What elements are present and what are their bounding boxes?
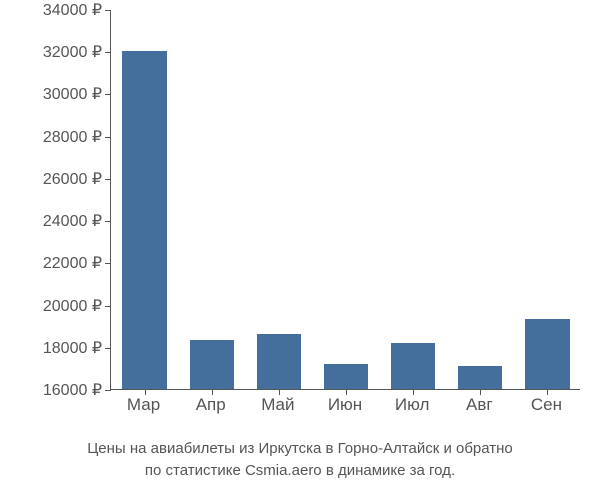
- y-axis-label: 34000 ₽: [43, 0, 102, 20]
- x-axis: Мар Апр Май Июн Июл Авг Сен: [110, 395, 580, 425]
- y-axis-label: 24000 ₽: [43, 211, 102, 231]
- plot-area: [110, 10, 580, 390]
- caption-line-1: Цены на авиабилеты из Иркутска в Горно-А…: [0, 438, 600, 460]
- y-tick: [105, 137, 111, 138]
- x-axis-label: Авг: [466, 395, 493, 415]
- price-bar-chart: 16000 ₽ 18000 ₽ 20000 ₽ 22000 ₽ 24000 ₽ 26000…: [0, 0, 600, 430]
- y-axis: 16000 ₽18000 ₽20000 ₽22000 ₽24000 ₽26000…: [0, 0, 110, 390]
- y-axis-label: 32000 ₽: [43, 42, 102, 62]
- bar: [190, 340, 234, 389]
- y-axis-label: 22000 ₽: [43, 253, 102, 273]
- y-axis-label: 28000 ₽: [43, 127, 102, 147]
- bar: [324, 364, 368, 389]
- y-tick: [105, 221, 111, 222]
- bar: [122, 51, 166, 389]
- x-axis-label: Апр: [196, 395, 226, 415]
- x-axis-label: Май: [261, 395, 294, 415]
- y-tick: [105, 52, 111, 53]
- x-axis-label: Июл: [395, 395, 430, 415]
- bar: [458, 366, 502, 389]
- y-tick: [105, 306, 111, 307]
- caption-line-2: по статистике Csmia.aero в динамике за г…: [0, 460, 600, 482]
- bar: [257, 334, 301, 389]
- x-axis-label: Июн: [328, 395, 362, 415]
- y-tick: [105, 390, 111, 391]
- y-tick: [105, 348, 111, 349]
- y-axis-label: 26000 ₽: [43, 169, 102, 189]
- x-axis-label: Сен: [531, 395, 562, 415]
- y-axis-label: 30000 ₽: [43, 84, 102, 104]
- chart-caption: Цены на авиабилеты из Иркутска в Горно-А…: [0, 438, 600, 482]
- y-axis-label: 16000 ₽: [43, 380, 102, 400]
- y-axis-label: 18000 ₽: [43, 338, 102, 358]
- y-tick: [105, 179, 111, 180]
- bar: [391, 343, 435, 389]
- y-tick: [105, 10, 111, 11]
- x-axis-label: Мар: [127, 395, 160, 415]
- bar: [525, 319, 569, 389]
- y-axis-label: 20000 ₽: [43, 296, 102, 316]
- y-tick: [105, 263, 111, 264]
- y-tick: [105, 94, 111, 95]
